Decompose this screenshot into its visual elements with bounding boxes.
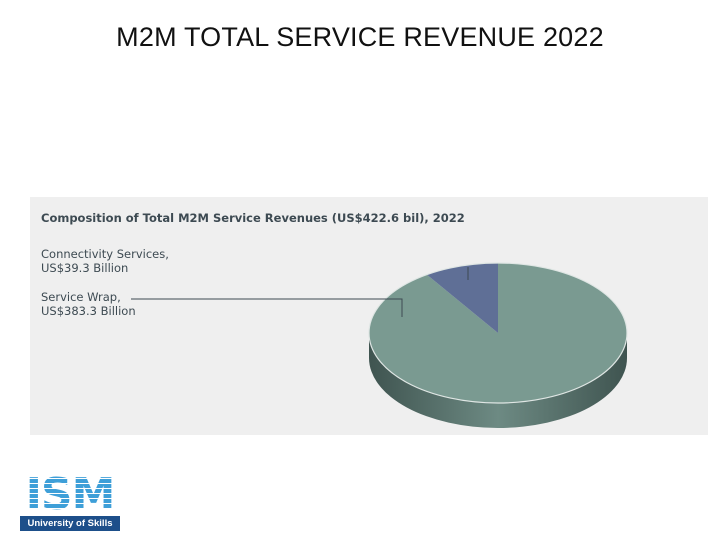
- logo-tagline: University of Skills: [20, 516, 120, 531]
- chart-title: Composition of Total M2M Service Revenue…: [41, 211, 465, 225]
- pie-top-rim: [368, 262, 628, 404]
- pie-slice-connectivity: [426, 263, 498, 333]
- slice-name-service-wrap: Service Wrap,: [41, 290, 121, 304]
- leader-line-service-wrap: [131, 298, 403, 317]
- logo-letters: ISM: [20, 473, 120, 517]
- slice-value-connectivity: US$39.3 Billion: [41, 261, 129, 275]
- slide-title: M2M TOTAL SERVICE REVENUE 2022: [116, 22, 604, 52]
- pie-chart-panel: Composition of Total M2M Service Revenue…: [30, 197, 708, 435]
- pie-chart: [131, 262, 628, 428]
- slice-name-connectivity: Connectivity Services,: [41, 247, 169, 261]
- slice-value-service-wrap: US$383.3 Billion: [41, 304, 136, 318]
- ism-logo: ISM University of Skills: [20, 473, 120, 532]
- slice-label-service-wrap: Service Wrap, US$383.3 Billion: [41, 290, 136, 318]
- pie-side-wall: [369, 333, 627, 428]
- slice-label-connectivity: Connectivity Services, US$39.3 Billion: [41, 247, 169, 275]
